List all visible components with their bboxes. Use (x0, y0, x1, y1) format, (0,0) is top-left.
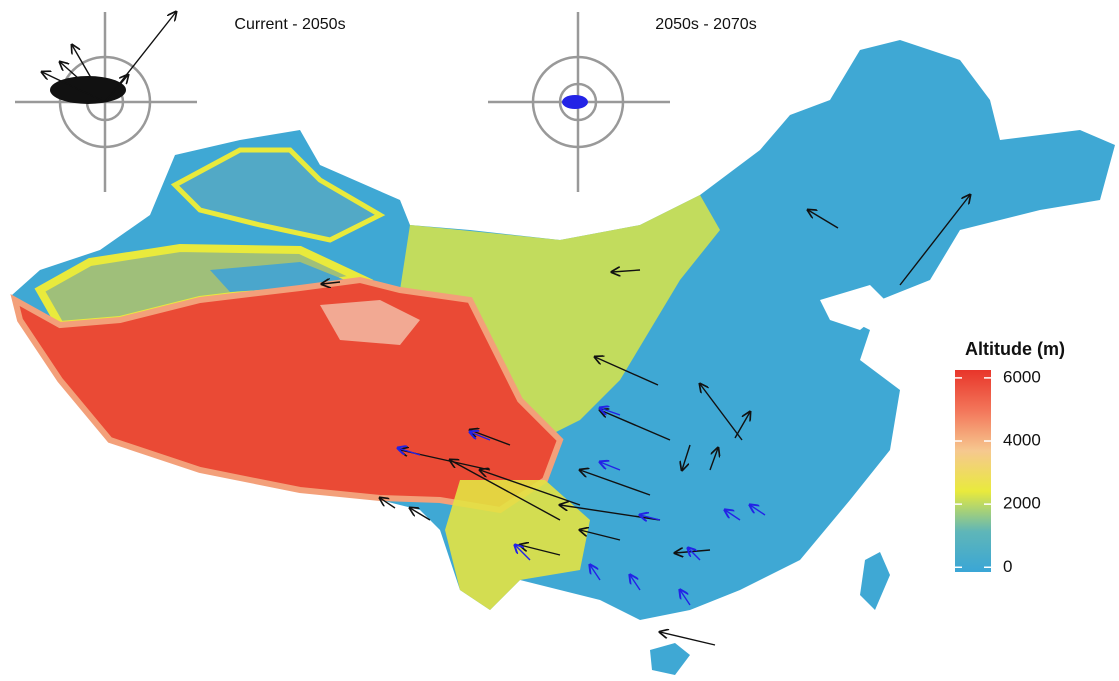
tick-label: 2000 (1003, 494, 1041, 513)
color-bar (955, 370, 991, 572)
hainan (650, 643, 690, 675)
arrow-cluster (562, 95, 588, 109)
panel-title: 2050s - 2070s (655, 16, 756, 33)
legend-title: Altitude (m) (965, 339, 1065, 359)
tick-label: 0 (1003, 557, 1012, 576)
taiwan (860, 552, 890, 610)
map (12, 40, 1115, 675)
tick-label: 6000 (1003, 367, 1041, 386)
map-figure: Current - 2050s 2050s - 2070s Altitude (… (0, 0, 1119, 681)
arrow (660, 632, 715, 645)
inset-2050s-2070s: 2050s - 2070s (488, 12, 757, 192)
tick-label: 4000 (1003, 431, 1041, 450)
panel-title: Current - 2050s (234, 16, 345, 33)
legend: Altitude (m) 0 2000 4000 6000 (955, 339, 1065, 576)
